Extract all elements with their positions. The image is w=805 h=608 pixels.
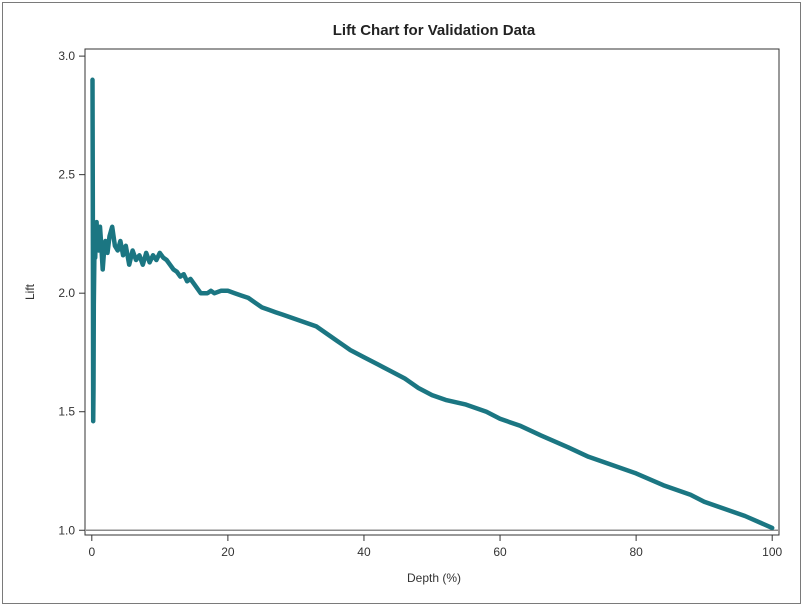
y-tick-label: 2.0 <box>58 286 75 300</box>
y-axis-label: Lift <box>23 283 37 300</box>
y-tick-label: 2.5 <box>58 168 75 182</box>
x-tick-label: 20 <box>221 545 235 559</box>
y-tick-label: 3.0 <box>58 49 75 63</box>
x-axis-label: Depth (%) <box>407 571 461 585</box>
x-tick-label: 80 <box>629 545 643 559</box>
y-tick-label: 1.5 <box>58 405 75 419</box>
chart-title: Lift Chart for Validation Data <box>333 22 536 39</box>
x-axis: 0 20 40 60 80 100 <box>88 535 783 559</box>
x-tick-label: 100 <box>762 545 782 559</box>
x-tick-label: 60 <box>493 545 507 559</box>
x-tick-label: 40 <box>357 545 371 559</box>
lift-series-line <box>90 77 775 531</box>
plot-area <box>84 48 780 536</box>
x-tick-label: 0 <box>88 545 95 559</box>
y-tick-label: 1.0 <box>58 523 75 537</box>
y-axis: 1.0 1.5 2.0 2.5 3.0 <box>58 49 85 537</box>
